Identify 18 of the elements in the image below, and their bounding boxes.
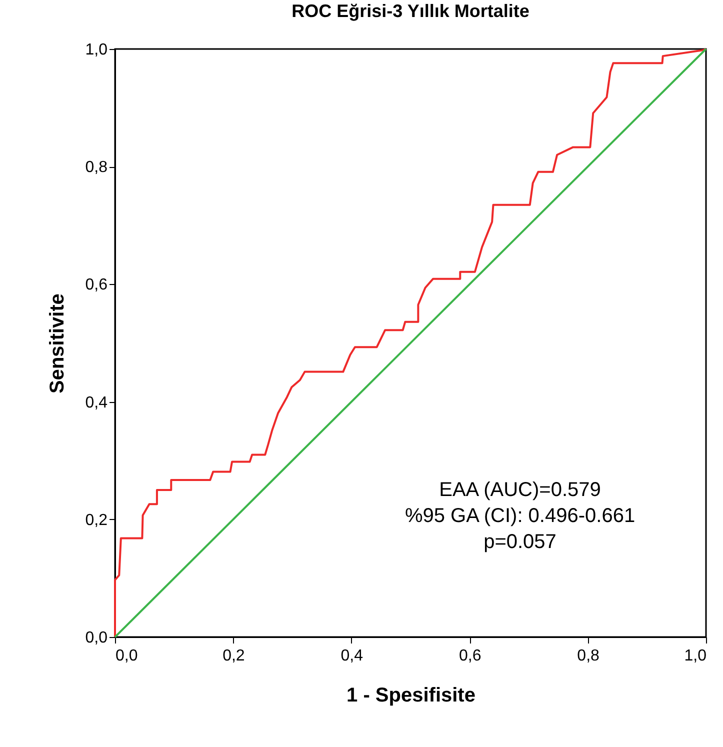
chart-title: ROC Eğrisi-3 Yıllık Mortalite bbox=[292, 1, 530, 21]
x-tick-label: 0,6 bbox=[458, 648, 482, 664]
y-axis-title: Sensitivite bbox=[46, 293, 68, 394]
y-tick-label: 0,8 bbox=[85, 159, 108, 176]
x-axis-title: 1 - Spesifisite bbox=[346, 684, 476, 706]
y-tick-label: 0,4 bbox=[85, 394, 108, 412]
x-tick-label: 0,8 bbox=[577, 648, 600, 664]
y-tick-label: 0,2 bbox=[85, 512, 108, 529]
annotation: EAA (AUC)=0.579 bbox=[439, 479, 601, 501]
x-tick-label: 0,2 bbox=[222, 648, 245, 664]
y-tick-label: 0,6 bbox=[85, 276, 108, 294]
x-tick-label: 0,0 bbox=[116, 648, 138, 664]
annotation: %95 GA (CI): 0.496-0.661 bbox=[404, 505, 636, 527]
y-tick-label: 1,0 bbox=[85, 42, 108, 58]
y-tick-label: 0,0 bbox=[85, 630, 108, 646]
x-tick-label: 0,4 bbox=[340, 648, 364, 664]
x-tick-label: 1,0 bbox=[684, 648, 707, 664]
annotation: p=0.057 bbox=[484, 531, 556, 553]
